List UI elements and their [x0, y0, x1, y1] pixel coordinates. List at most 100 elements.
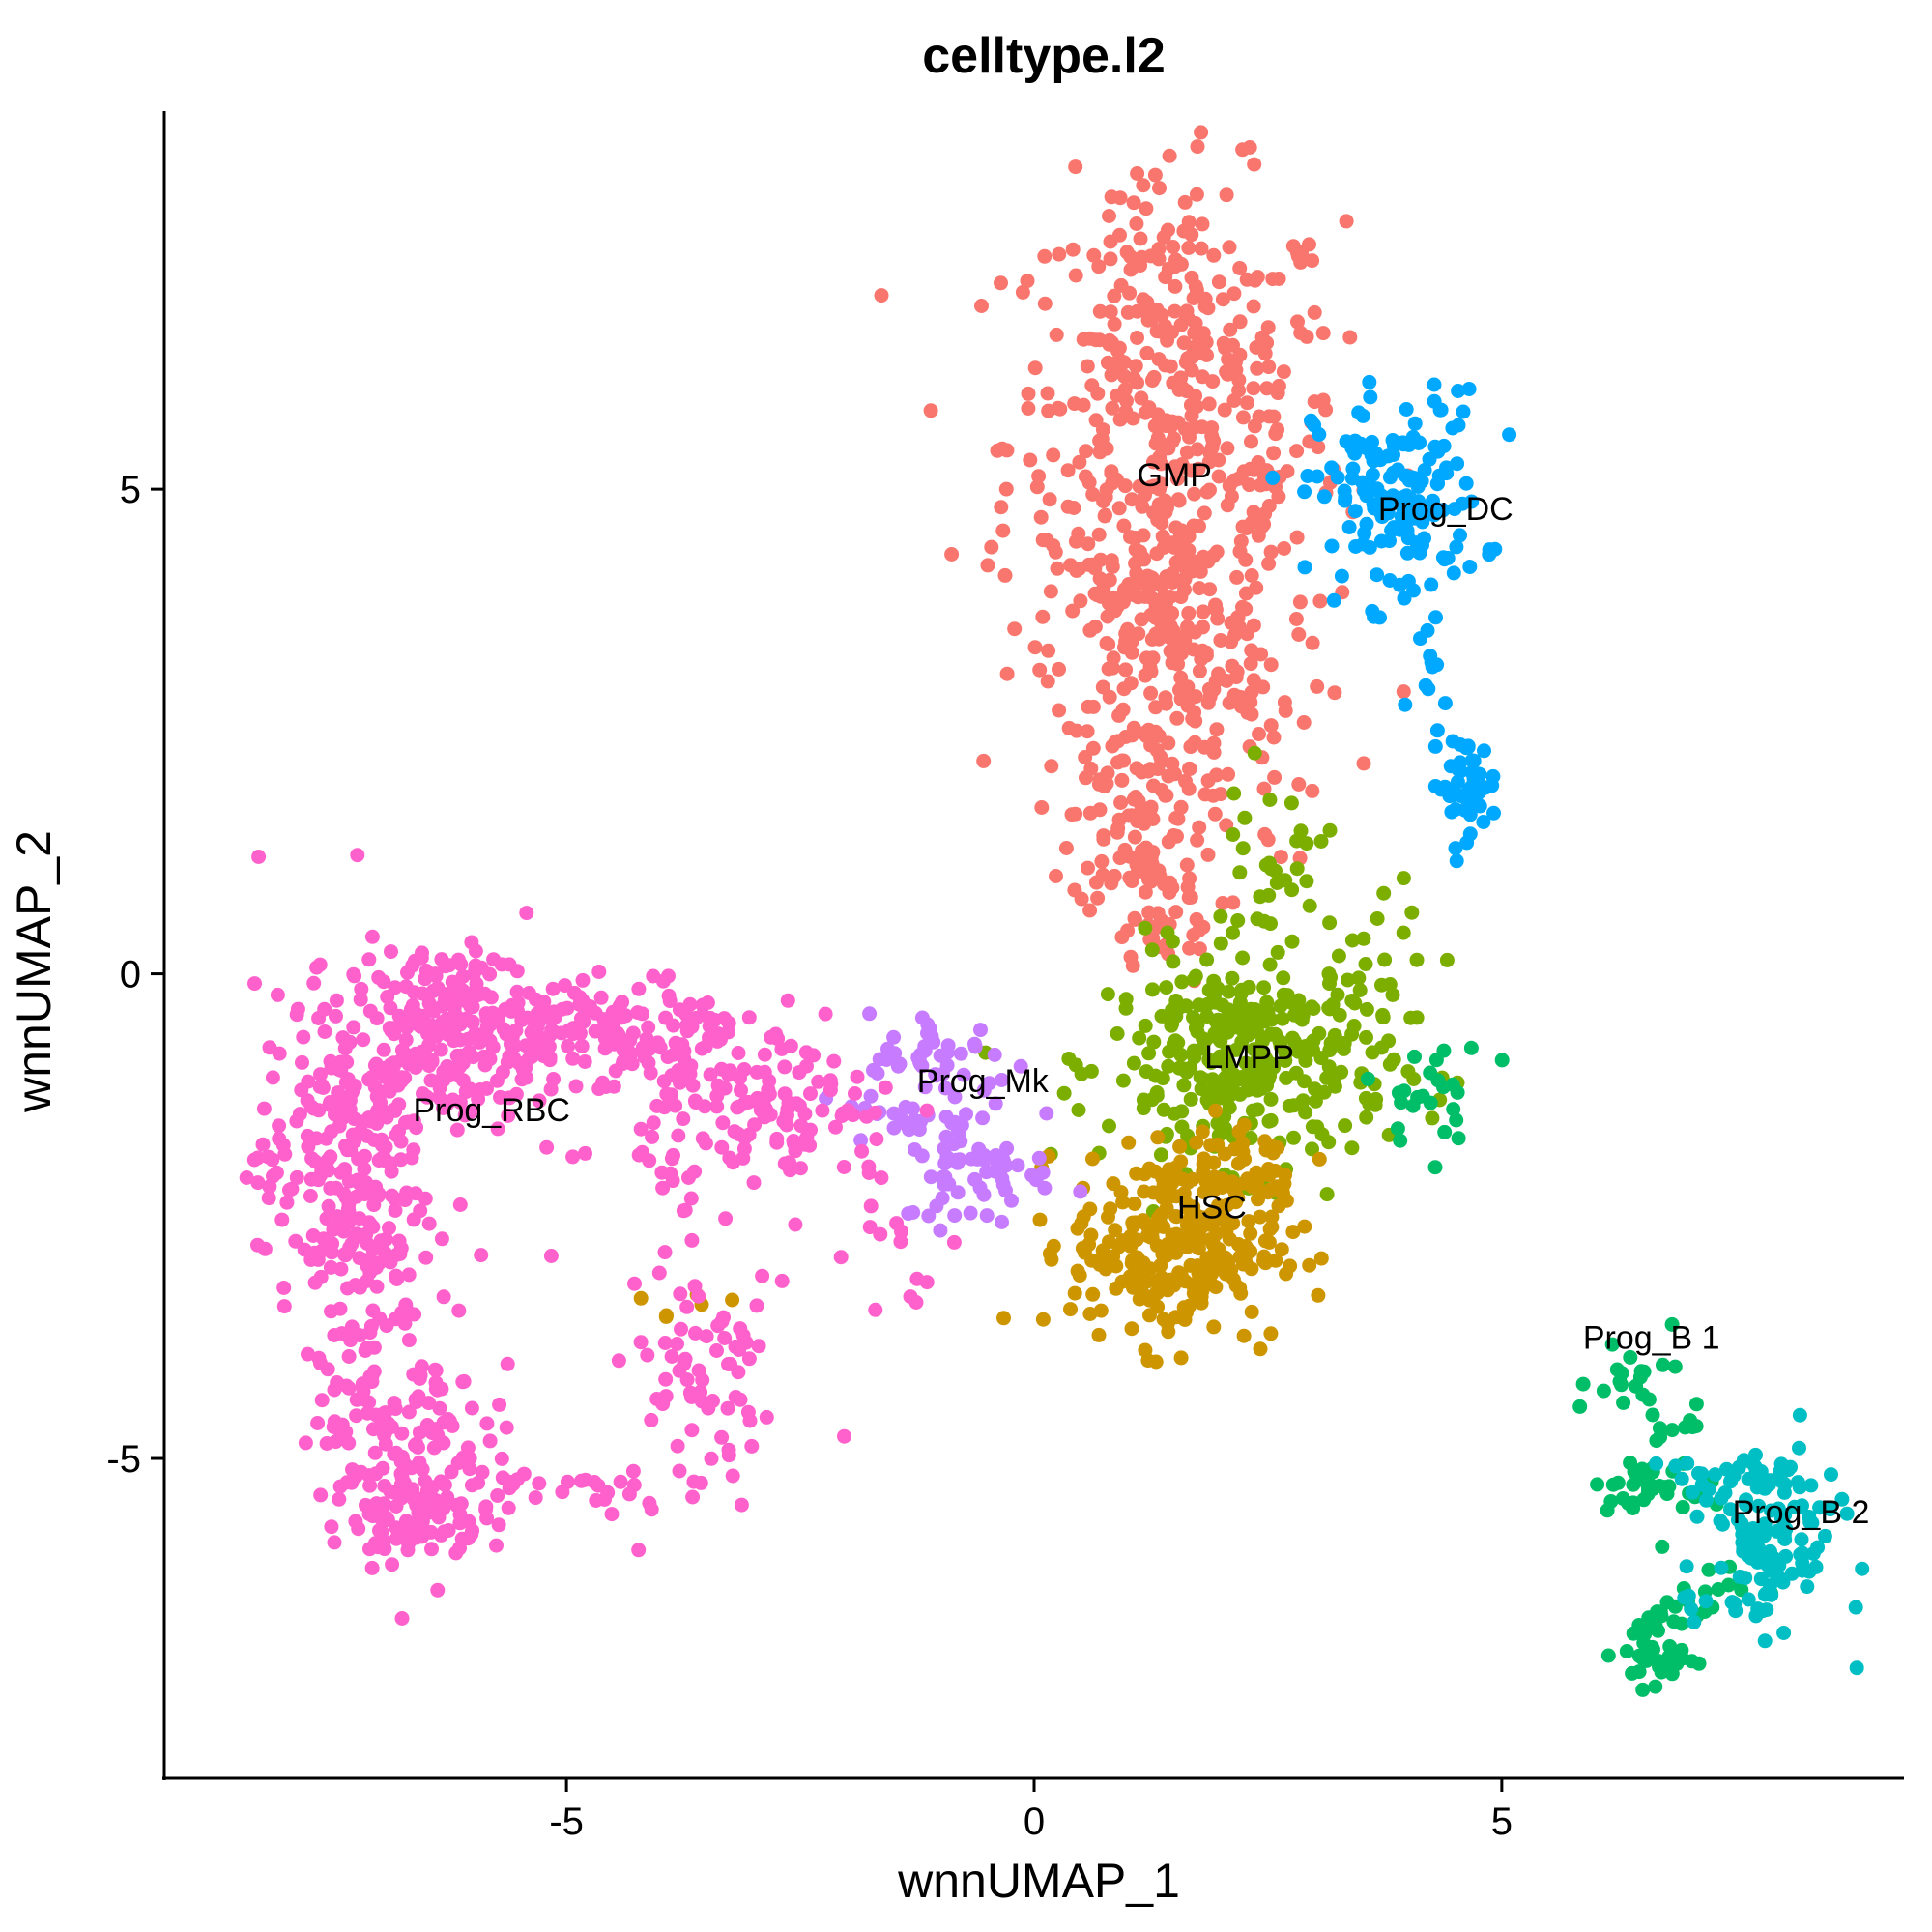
- data-point: [1091, 259, 1107, 274]
- data-point: [1140, 1353, 1156, 1369]
- data-point: [351, 1521, 366, 1537]
- data-point: [1363, 389, 1378, 405]
- data-point: [561, 1039, 576, 1053]
- data-point: [1082, 903, 1098, 918]
- data-point: [994, 500, 1009, 515]
- data-point: [545, 981, 561, 996]
- data-point: [1689, 1509, 1705, 1524]
- data-point: [666, 1147, 680, 1163]
- data-point: [1386, 1052, 1401, 1067]
- data-point: [1641, 1392, 1657, 1407]
- data-point: [346, 1020, 361, 1035]
- data-point: [578, 1145, 592, 1161]
- data-point: [1615, 1491, 1630, 1506]
- data-point: [495, 1470, 510, 1485]
- data-point: [261, 1149, 276, 1165]
- data-point: [1034, 800, 1050, 815]
- data-point: [1429, 723, 1445, 738]
- data-point: [1250, 1024, 1265, 1039]
- data-point: [1041, 643, 1056, 658]
- data-point: [1142, 762, 1158, 777]
- data-point: [1321, 966, 1337, 982]
- data-point: [1168, 303, 1183, 319]
- data-point: [1688, 1397, 1704, 1412]
- data-point: [1116, 753, 1131, 768]
- data-point: [1605, 1477, 1621, 1492]
- data-point: [646, 1115, 661, 1131]
- data-point: [868, 1105, 882, 1120]
- data-point: [486, 952, 502, 967]
- data-point: [1634, 1461, 1650, 1477]
- data-point: [1331, 948, 1346, 964]
- data-point: [500, 1356, 515, 1371]
- data-point: [1176, 1078, 1192, 1093]
- data-point: [1494, 1053, 1510, 1068]
- data-point: [1135, 1277, 1150, 1291]
- data-point: [643, 1065, 658, 1081]
- data-point: [1297, 560, 1312, 575]
- data-point: [1106, 650, 1121, 666]
- data-point: [1109, 1281, 1124, 1296]
- data-point: [1775, 1574, 1791, 1590]
- data-point: [1221, 766, 1236, 782]
- data-point: [1297, 1219, 1312, 1234]
- data-point: [1116, 518, 1132, 533]
- data-point: [1111, 501, 1127, 516]
- data-point: [1130, 166, 1145, 181]
- data-point: [1315, 326, 1331, 341]
- data-point: [394, 1450, 410, 1464]
- data-point: [1196, 1031, 1211, 1047]
- data-point: [1486, 805, 1501, 821]
- data-point: [312, 1080, 328, 1094]
- data-point: [1168, 278, 1183, 294]
- data-point: [1849, 1660, 1864, 1676]
- data-point: [1192, 581, 1207, 596]
- data-point: [869, 1132, 884, 1147]
- data-point: [1139, 201, 1154, 216]
- data-point: [600, 1485, 616, 1500]
- data-point: [1042, 1246, 1057, 1261]
- data-point: [413, 1019, 428, 1034]
- data-point: [1444, 804, 1459, 820]
- data-point: [1183, 739, 1198, 755]
- data-point: [1386, 520, 1401, 535]
- data-point: [1123, 249, 1139, 265]
- data-point: [409, 1436, 424, 1452]
- data-point: [699, 1329, 714, 1344]
- data-point: [1052, 246, 1067, 262]
- data-point: [1189, 187, 1204, 202]
- data-point: [1359, 1001, 1374, 1017]
- data-point: [393, 1152, 409, 1168]
- data-point: [1451, 1131, 1466, 1146]
- data-point: [611, 1353, 626, 1369]
- data-point: [1070, 1221, 1085, 1236]
- data-point: [873, 1226, 888, 1242]
- data-point: [919, 1103, 935, 1118]
- data-point: [1418, 678, 1433, 693]
- data-point: [1161, 1324, 1176, 1340]
- data-point: [944, 547, 960, 562]
- data-point: [1230, 913, 1246, 928]
- data-point: [1261, 855, 1277, 871]
- data-point: [449, 1068, 465, 1083]
- data-point: [521, 986, 536, 1000]
- data-point: [1453, 528, 1467, 543]
- data-point: [577, 1054, 592, 1069]
- data-point: [389, 1520, 404, 1536]
- data-point: [695, 1372, 710, 1388]
- data-point: [1032, 1212, 1048, 1227]
- data-point: [1052, 703, 1067, 718]
- data-point: [1136, 1101, 1151, 1116]
- data-point: [1107, 316, 1122, 332]
- data-point: [863, 1198, 879, 1214]
- y-tick-label: -5: [106, 1438, 141, 1481]
- data-point: [279, 1195, 295, 1210]
- data-point: [1149, 324, 1165, 339]
- data-point: [1263, 544, 1279, 560]
- data-point: [1190, 832, 1205, 848]
- data-point: [353, 992, 368, 1007]
- data-point: [250, 1150, 266, 1166]
- data-point: [1318, 402, 1334, 418]
- data-point: [1156, 1102, 1171, 1117]
- data-point: [1253, 477, 1268, 493]
